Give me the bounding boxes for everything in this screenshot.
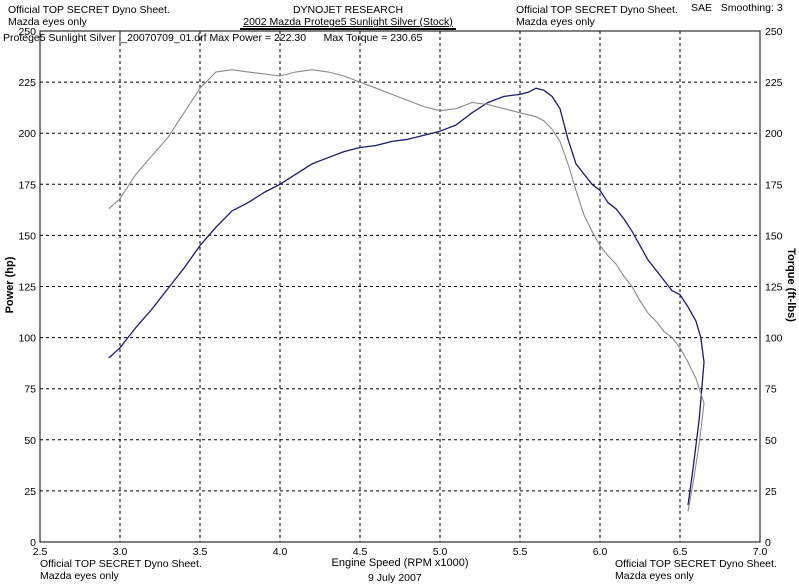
y2-tick-label: 75	[765, 384, 777, 396]
x-tick-label: 3.5	[193, 546, 208, 558]
x-tick-label: 6.0	[593, 546, 608, 558]
notice-line: Official TOP SECRET Dyno Sheet.	[516, 4, 678, 16]
y2-axis-title: Torque (ft-lbs)	[785, 248, 797, 322]
y2-tick-label: 250	[765, 26, 783, 38]
y2-tick-label: 200	[765, 128, 783, 140]
x-tick-label: 5.5	[513, 546, 528, 558]
y2-tick-label: 150	[765, 230, 783, 242]
vehicle-title: 2002 Mazda Protege5 Sunlight Silver (Sto…	[243, 16, 453, 28]
max-torque: Max Torque = 230.65	[323, 32, 423, 44]
run-info: Protege5 Sunlight Silver |_20070709_01.d…	[3, 32, 422, 44]
x-tick-label: 7.0	[753, 546, 768, 558]
x-tick-label: 3.0	[113, 546, 128, 558]
notice-line: Official TOP SECRET Dyno Sheet.	[615, 558, 777, 570]
right-axis-ticks: 0 25 50 75 100 125 150 175 200 225 250	[765, 26, 783, 549]
chart-date: 9 July 2007	[368, 572, 422, 584]
notice-bottom-right: Official TOP SECRET Dyno Sheet. Mazda ey…	[615, 558, 777, 582]
y2-tick-label: 125	[765, 282, 783, 294]
torque-curve	[108, 69, 705, 512]
x-axis-ticks: 2.5 3.0 3.5 4.0 4.5 5.0 5.5 6.0 6.5 7.0	[33, 546, 768, 558]
y-tick-label: 100	[18, 333, 36, 345]
x-tick-label: 6.5	[673, 546, 688, 558]
series-layer	[108, 69, 705, 512]
y2-tick-label: 225	[765, 77, 783, 89]
chart-header: DYNOJET RESEARCH 2002 Mazda Protege5 Sun…	[238, 4, 458, 29]
y-tick-label: 75	[24, 384, 36, 396]
y-tick-label: 200	[18, 128, 36, 140]
y-tick-label: 25	[24, 486, 36, 498]
x-tick-label: 4.0	[273, 546, 288, 558]
notice-line: Mazda eyes only	[8, 16, 87, 28]
notice-line: Mazda eyes only	[615, 570, 694, 582]
y-tick-label: 250	[18, 26, 36, 38]
title-rule	[240, 28, 456, 30]
y-tick-label: 225	[18, 77, 36, 89]
smoothing-level: Smoothing: 3	[720, 2, 783, 14]
plot-frame	[39, 30, 761, 543]
y-axis-title: Power (hp)	[4, 256, 16, 313]
max-power: Max Power = 222.30	[209, 32, 307, 44]
notice-bottom-left: Official TOP SECRET Dyno Sheet. Mazda ey…	[40, 558, 202, 582]
correction-standard: SAE	[691, 2, 713, 14]
company-name: DYNOJET RESEARCH	[292, 4, 404, 16]
run-file-name: Protege5 Sunlight Silver |_20070709_01.d…	[3, 32, 207, 44]
notice-line: Mazda eyes only	[516, 16, 595, 28]
y-tick-label: 150	[18, 230, 36, 242]
y-tick-label: 175	[18, 179, 36, 191]
x-tick-label: 4.5	[353, 546, 368, 558]
y-tick-label: 125	[18, 282, 36, 294]
y2-tick-label: 50	[765, 435, 777, 447]
y2-tick-label: 25	[765, 486, 777, 498]
notice-line: Mazda eyes only	[40, 570, 119, 582]
left-axis-ticks: 0 25 50 75 100 125 150 175 200 225 250	[18, 26, 36, 549]
y-tick-label: 50	[24, 435, 36, 447]
x-tick-label: 2.5	[33, 546, 48, 558]
x-tick-label: 5.0	[433, 546, 448, 558]
notice-top-right: Official TOP SECRET Dyno Sheet. Mazda ey…	[516, 4, 678, 28]
power-curve	[108, 87, 705, 506]
y-tick-label: 0	[30, 537, 36, 549]
notice-line: Official TOP SECRET Dyno Sheet.	[40, 558, 202, 570]
notice-top-left: Official TOP SECRET Dyno Sheet. Mazda ey…	[8, 4, 170, 28]
chart-grid	[40, 31, 760, 542]
y2-tick-label: 0	[765, 537, 771, 549]
correction-info: SAE Smoothing: 3	[691, 2, 783, 14]
x-axis-title: Engine Speed (RPM x1000)	[332, 557, 469, 569]
notice-line: Official TOP SECRET Dyno Sheet.	[8, 4, 170, 16]
y2-tick-label: 175	[765, 179, 783, 191]
y2-tick-label: 100	[765, 333, 783, 345]
